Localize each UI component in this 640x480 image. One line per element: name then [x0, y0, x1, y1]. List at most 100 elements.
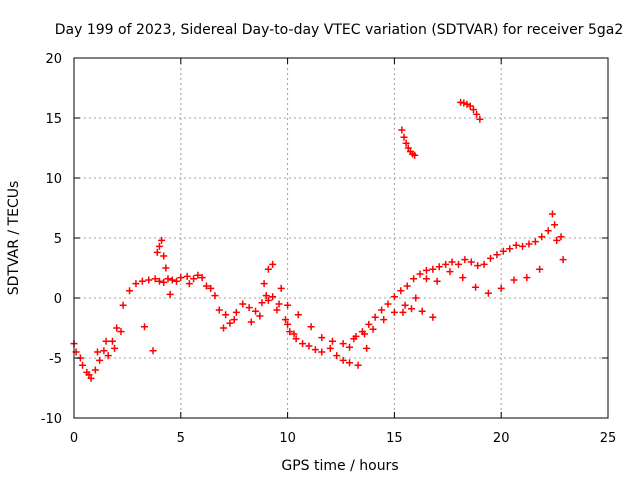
data-point: [398, 126, 406, 134]
data-point: [559, 256, 567, 264]
data-point: [119, 301, 127, 309]
data-point: [525, 240, 533, 248]
data-point: [538, 233, 546, 241]
data-point: [461, 256, 469, 264]
data-point: [476, 115, 484, 123]
data-point: [448, 258, 456, 266]
data-point: [79, 361, 87, 369]
data-point: [211, 292, 219, 300]
data-point: [220, 324, 228, 332]
x-tick-label: 0: [70, 431, 78, 446]
data-point: [369, 325, 377, 333]
data-point: [281, 316, 289, 324]
data-point: [140, 323, 148, 331]
data-point: [407, 305, 415, 313]
axis-ticks: [73, 57, 609, 419]
data-point: [487, 254, 495, 262]
data-point: [102, 337, 110, 345]
data-point: [247, 318, 255, 326]
chart-title: Day 199 of 2023, Sidereal Day-to-day VTE…: [55, 22, 624, 38]
x-axis-label: GPS time / hours: [281, 458, 398, 474]
data-point: [245, 304, 253, 312]
x-tick-label: 20: [493, 431, 510, 446]
y-tick-label: 5: [54, 232, 62, 247]
data-point: [290, 330, 298, 338]
data-point: [422, 275, 430, 283]
data-point: [96, 356, 104, 364]
data-point: [173, 277, 181, 285]
data-point: [484, 289, 492, 297]
data-point: [160, 278, 168, 286]
data-point: [454, 260, 462, 268]
data-point: [232, 308, 240, 316]
data-point: [429, 265, 437, 273]
data-point: [422, 266, 430, 274]
data-point: [380, 316, 388, 324]
data-point: [512, 241, 520, 249]
data-point: [480, 260, 488, 268]
y-tick-label: 10: [45, 172, 62, 187]
data-point: [252, 307, 260, 315]
data-point: [277, 284, 285, 292]
data-point: [410, 275, 418, 283]
data-point: [400, 133, 408, 141]
data-point: [390, 293, 398, 301]
data-point: [473, 110, 481, 118]
data-point: [553, 236, 561, 244]
data-point: [523, 274, 531, 282]
data-point: [548, 210, 556, 218]
data-point: [510, 276, 518, 284]
data-point: [168, 276, 176, 284]
data-point: [194, 271, 202, 279]
data-point: [198, 274, 206, 282]
data-point: [151, 275, 159, 283]
data-point: [158, 236, 166, 244]
data-point: [403, 282, 411, 290]
data-point: [418, 307, 426, 315]
y-axis-label: SDTVAR / TECUs: [6, 181, 22, 296]
x-tick-label: 5: [177, 431, 185, 446]
data-point: [384, 300, 392, 308]
data-point: [132, 280, 140, 288]
data-point: [202, 282, 210, 290]
data-point: [433, 277, 441, 285]
y-tick-label: -10: [41, 412, 62, 427]
data-point: [401, 301, 409, 309]
grid-lines: [74, 58, 608, 418]
y-tick-label: 20: [45, 52, 62, 67]
data-point: [258, 299, 266, 307]
data-point: [339, 356, 347, 364]
data-point: [104, 352, 112, 360]
data-point: [275, 300, 283, 308]
data-point: [230, 316, 238, 324]
x-tick-label: 25: [600, 431, 617, 446]
y-tick-label: -5: [49, 352, 62, 367]
data-point: [273, 306, 281, 314]
data-point: [363, 344, 371, 352]
data-point: [85, 371, 93, 379]
x-tick-label: 10: [279, 431, 296, 446]
data-point: [126, 287, 134, 295]
data-point: [551, 221, 559, 229]
data-point: [544, 227, 552, 235]
data-point: [435, 263, 443, 271]
data-point: [222, 311, 230, 319]
data-point: [326, 344, 334, 352]
data-point: [108, 337, 116, 345]
data-point: [399, 308, 407, 316]
data-point: [138, 277, 146, 285]
data-point: [350, 335, 358, 343]
y-tick-label: 0: [54, 292, 62, 307]
data-point: [299, 340, 307, 348]
data-point: [91, 366, 99, 374]
data-point: [460, 99, 468, 107]
data-point: [411, 151, 419, 159]
data-point: [100, 347, 108, 355]
data-point: [305, 342, 313, 350]
data-point: [256, 312, 264, 320]
data-point: [155, 242, 163, 250]
data-point: [469, 106, 477, 114]
y-tick-labels: -10 -5 0 5 10 15 20: [41, 52, 62, 427]
data-point: [269, 260, 277, 268]
data-point: [93, 348, 101, 356]
